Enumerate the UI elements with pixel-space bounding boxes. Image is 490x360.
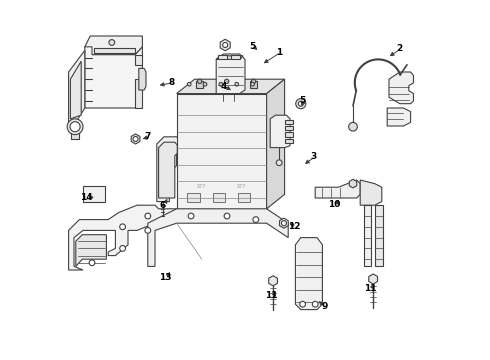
Polygon shape <box>157 137 180 202</box>
Polygon shape <box>135 79 143 108</box>
Text: S77: S77 <box>197 184 206 189</box>
Polygon shape <box>85 47 143 108</box>
Polygon shape <box>269 276 277 286</box>
Polygon shape <box>360 180 382 205</box>
Circle shape <box>298 101 303 106</box>
Bar <box>250 81 257 88</box>
Circle shape <box>120 224 125 230</box>
Polygon shape <box>85 36 143 55</box>
Bar <box>285 120 293 124</box>
Text: 11: 11 <box>266 292 278 300</box>
Bar <box>369 278 377 280</box>
Circle shape <box>235 82 239 86</box>
Circle shape <box>224 213 230 219</box>
Circle shape <box>145 213 151 219</box>
Polygon shape <box>375 205 383 266</box>
Bar <box>285 126 293 130</box>
Text: 13: 13 <box>159 274 171 282</box>
Circle shape <box>281 221 286 226</box>
Circle shape <box>109 40 115 45</box>
Circle shape <box>312 301 318 307</box>
Bar <box>285 132 293 137</box>
Bar <box>218 55 227 59</box>
Circle shape <box>224 79 229 84</box>
Bar <box>196 81 203 88</box>
Bar <box>238 193 250 202</box>
Polygon shape <box>131 134 140 144</box>
Polygon shape <box>139 68 146 90</box>
Polygon shape <box>220 39 230 51</box>
Circle shape <box>253 217 259 222</box>
Circle shape <box>251 82 254 86</box>
Bar <box>213 193 225 202</box>
Text: 2: 2 <box>397 44 403 53</box>
Polygon shape <box>71 61 81 119</box>
Polygon shape <box>176 79 285 94</box>
Circle shape <box>296 99 306 109</box>
Text: 5: 5 <box>249 42 255 51</box>
Circle shape <box>203 82 207 86</box>
Circle shape <box>197 79 202 84</box>
Text: 11: 11 <box>364 284 376 293</box>
Polygon shape <box>69 205 176 270</box>
Bar <box>187 193 200 202</box>
Polygon shape <box>349 179 357 188</box>
Circle shape <box>276 160 282 166</box>
Polygon shape <box>369 274 377 284</box>
Circle shape <box>70 122 80 132</box>
Polygon shape <box>216 56 243 59</box>
Circle shape <box>187 82 191 86</box>
Text: 7: 7 <box>145 132 151 141</box>
Bar <box>176 94 267 209</box>
Circle shape <box>349 122 357 131</box>
Text: 1: 1 <box>276 48 282 57</box>
Polygon shape <box>279 218 288 228</box>
Circle shape <box>222 42 228 48</box>
Text: S77: S77 <box>237 184 246 189</box>
Polygon shape <box>295 238 322 310</box>
Circle shape <box>145 228 151 233</box>
Polygon shape <box>270 115 290 148</box>
Circle shape <box>300 301 305 307</box>
Polygon shape <box>148 209 288 266</box>
Circle shape <box>89 260 95 266</box>
Circle shape <box>219 82 222 86</box>
Text: 10: 10 <box>328 200 341 209</box>
Bar <box>83 186 104 202</box>
Polygon shape <box>387 108 411 126</box>
Polygon shape <box>72 131 79 139</box>
Circle shape <box>133 136 138 141</box>
Polygon shape <box>69 50 85 122</box>
Bar <box>285 139 293 143</box>
Text: 6: 6 <box>159 201 165 210</box>
Circle shape <box>251 79 256 84</box>
Text: 3: 3 <box>310 152 317 161</box>
Bar <box>269 279 277 282</box>
Polygon shape <box>389 72 414 104</box>
Bar <box>223 81 230 88</box>
Circle shape <box>67 119 83 135</box>
Polygon shape <box>315 180 360 198</box>
Text: 4: 4 <box>220 82 226 91</box>
Text: 5: 5 <box>299 96 306 105</box>
Bar <box>231 55 240 59</box>
Polygon shape <box>267 79 285 209</box>
Bar <box>161 215 165 218</box>
Text: 12: 12 <box>289 222 301 231</box>
Text: 8: 8 <box>168 78 174 87</box>
Circle shape <box>120 246 125 251</box>
Text: 14: 14 <box>80 193 93 202</box>
Circle shape <box>188 213 194 219</box>
Text: 9: 9 <box>321 302 327 311</box>
Polygon shape <box>76 235 106 266</box>
Polygon shape <box>135 55 143 65</box>
Bar <box>94 48 135 53</box>
Polygon shape <box>364 205 371 266</box>
Polygon shape <box>216 54 245 94</box>
Polygon shape <box>159 142 177 198</box>
